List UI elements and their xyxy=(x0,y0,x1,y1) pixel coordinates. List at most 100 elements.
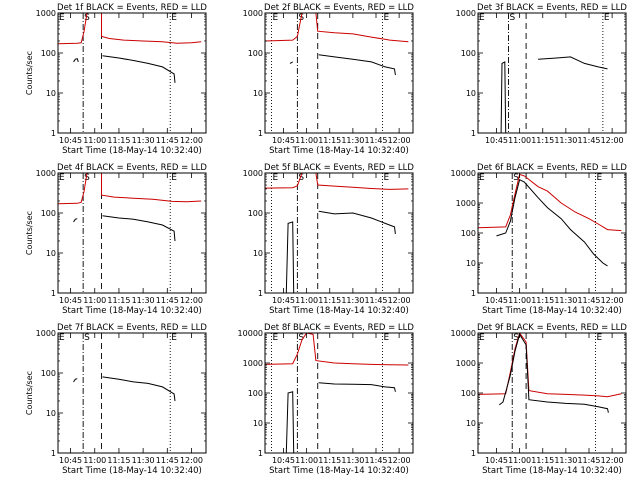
chart-title: Det 6f BLACK = Events, RED = LLD xyxy=(477,163,627,173)
axis-box xyxy=(264,172,414,294)
y-tick-label: 1 xyxy=(258,289,263,298)
x-axis-label: Start Time (18-May-14 10:32:40) xyxy=(62,146,202,156)
x-tick-label: 12:00 xyxy=(601,296,624,305)
series-black-events xyxy=(285,210,396,293)
y-tick-label: 10 xyxy=(46,249,56,258)
chart-title: Det 4f BLACK = Events, RED = LLD xyxy=(57,163,207,173)
series-black-events xyxy=(500,56,608,133)
y-tick-label: 10000 xyxy=(238,329,263,338)
series-red-lld xyxy=(58,13,202,45)
y-tick-label: 1000 xyxy=(243,169,263,178)
y-tick-label: 1 xyxy=(258,129,263,138)
y-tick-label: 1 xyxy=(51,129,56,138)
y-tick-label: 1 xyxy=(471,129,476,138)
series-red-lld xyxy=(58,173,202,205)
chart-title: Det 2f BLACK = Events, RED = LLD xyxy=(264,3,414,13)
x-tick-label: 12:00 xyxy=(180,456,203,465)
x-tick-label: 11:45 xyxy=(364,456,387,465)
marker-label: E xyxy=(171,13,177,23)
x-tick-label: 11:45 xyxy=(156,296,179,305)
axis-box xyxy=(264,12,414,134)
marker-label: E xyxy=(272,173,278,183)
x-tick-label: 11:00 xyxy=(295,296,318,305)
series-black-events xyxy=(289,54,396,76)
y-tick-label: 1000 xyxy=(243,9,263,18)
marker-label: E xyxy=(59,333,65,343)
marker-label: S xyxy=(84,13,90,23)
y-tick-label: 100 xyxy=(461,229,476,238)
x-tick-label: 10:45 xyxy=(485,136,508,145)
x-tick-label: 12:00 xyxy=(180,296,203,305)
x-tick-label: 12:00 xyxy=(601,456,624,465)
marker-label: E xyxy=(59,173,65,183)
x-tick-label: 12:00 xyxy=(180,136,203,145)
y-tick-label: 1000 xyxy=(36,169,56,178)
marker-label: E xyxy=(596,333,602,343)
x-axis-label: Start Time (18-May-14 10:32:40) xyxy=(269,146,409,156)
x-tick-label: 11:30 xyxy=(341,136,364,145)
x-tick-label: 11:30 xyxy=(341,456,364,465)
marker-label: S xyxy=(510,13,516,23)
y-tick-label: 100 xyxy=(248,49,263,58)
y-axis-label: Counts/sec xyxy=(25,211,34,255)
x-axis-label: Start Time (18-May-14 10:32:40) xyxy=(62,306,202,316)
marker-label: S xyxy=(513,333,519,343)
y-tick-label: 1000 xyxy=(36,9,56,18)
x-tick-label: 11:30 xyxy=(132,456,155,465)
y-tick-label: 10 xyxy=(253,419,263,428)
axis-box xyxy=(57,12,207,134)
y-tick-label: 1 xyxy=(51,289,56,298)
x-tick-label: 11:00 xyxy=(83,136,106,145)
y-tick-label: 1 xyxy=(258,449,263,458)
series-black-events xyxy=(73,215,176,242)
y-tick-label: 1 xyxy=(471,289,476,298)
x-axis-label: Start Time (18-May-14 10:32:40) xyxy=(62,466,202,476)
x-tick-label: 11:45 xyxy=(577,136,600,145)
x-tick-label: 11:30 xyxy=(554,136,577,145)
y-tick-label: 100 xyxy=(461,389,476,398)
y-axis-label: Counts/sec xyxy=(25,51,34,95)
x-tick-label: 11:00 xyxy=(508,456,531,465)
y-tick-label: 100 xyxy=(41,369,56,378)
chart-title: Det 7f BLACK = Events, RED = LLD xyxy=(57,323,207,333)
marker-label: S xyxy=(513,173,519,183)
marker-label: E xyxy=(171,333,177,343)
x-tick-label: 11:15 xyxy=(107,136,130,145)
x-tick-label: 11:15 xyxy=(318,136,341,145)
x-tick-label: 11:45 xyxy=(364,296,387,305)
marker-label: S xyxy=(298,333,304,343)
chart-title: Det 8f BLACK = Events, RED = LLD xyxy=(264,323,414,333)
x-tick-label: 12:00 xyxy=(388,296,411,305)
x-tick-label: 11:00 xyxy=(83,456,106,465)
marker-label: S xyxy=(298,173,304,183)
x-tick-label: 11:45 xyxy=(577,456,600,465)
x-tick-label: 11:30 xyxy=(132,136,155,145)
x-tick-label: 10:45 xyxy=(59,296,82,305)
y-tick-label: 10 xyxy=(46,89,56,98)
marker-label: E xyxy=(479,333,485,343)
y-tick-label: 1 xyxy=(51,449,56,458)
y-tick-label: 100 xyxy=(41,49,56,58)
y-tick-label: 10000 xyxy=(451,169,476,178)
marker-label: E xyxy=(171,173,177,183)
y-tick-label: 1000 xyxy=(456,359,476,368)
x-tick-label: 11:15 xyxy=(318,296,341,305)
x-tick-label: 10:45 xyxy=(485,296,508,305)
x-tick-label: 11:15 xyxy=(531,456,554,465)
x-axis-label: Start Time (18-May-14 10:32:40) xyxy=(269,306,409,316)
y-tick-label: 10000 xyxy=(451,329,476,338)
x-tick-label: 11:00 xyxy=(83,296,106,305)
series-black-events xyxy=(285,382,396,453)
series-black-events xyxy=(498,333,609,413)
marker-label: E xyxy=(479,13,485,23)
y-tick-label: 100 xyxy=(461,49,476,58)
series-black-events xyxy=(73,55,176,83)
x-tick-label: 10:45 xyxy=(485,456,508,465)
y-tick-label: 10 xyxy=(466,89,476,98)
chart-title: Det 5f BLACK = Events, RED = LLD xyxy=(264,163,414,173)
